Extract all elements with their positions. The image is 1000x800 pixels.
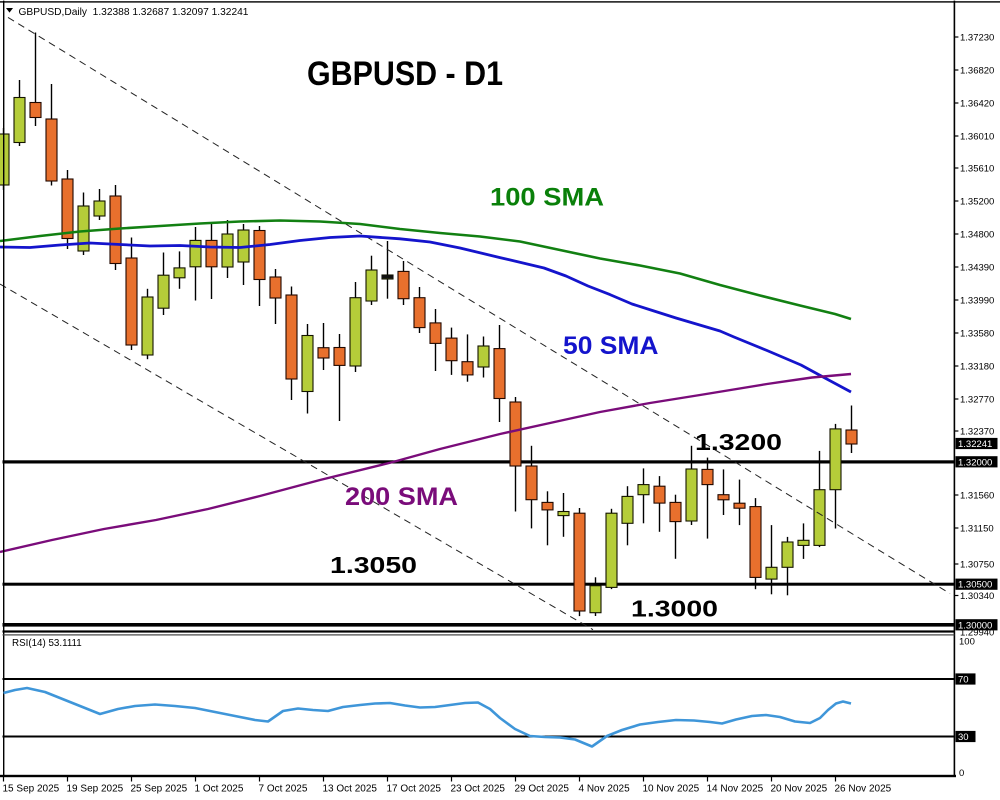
- svg-text:23 Oct 2025: 23 Oct 2025: [451, 784, 506, 795]
- svg-text:1.29940: 1.29940: [960, 628, 994, 639]
- svg-text:0: 0: [959, 768, 964, 779]
- svg-text:1.3200: 1.3200: [695, 429, 782, 455]
- svg-text:GBPUSD,Daily 1.32388 1.32687: GBPUSD,Daily 1.32388 1.32687 1.32097 1.3…: [19, 7, 249, 18]
- svg-text:100 SMA: 100 SMA: [490, 184, 604, 212]
- svg-text:26 Nov 2025: 26 Nov 2025: [835, 784, 892, 795]
- svg-text:1.31150: 1.31150: [960, 524, 994, 535]
- svg-text:10 Nov 2025: 10 Nov 2025: [643, 784, 700, 795]
- svg-text:1.32770: 1.32770: [960, 395, 994, 406]
- svg-text:29 Oct 2025: 29 Oct 2025: [515, 784, 570, 795]
- svg-text:1.3000: 1.3000: [631, 596, 718, 622]
- svg-text:1.30750: 1.30750: [960, 560, 994, 571]
- svg-text:25 Sep 2025: 25 Sep 2025: [131, 784, 188, 795]
- svg-text:1.30340: 1.30340: [960, 591, 994, 602]
- svg-text:100: 100: [959, 637, 975, 648]
- svg-text:1.31560: 1.31560: [960, 491, 994, 502]
- svg-text:1.33990: 1.33990: [960, 296, 994, 307]
- svg-text:1.36820: 1.36820: [960, 66, 994, 77]
- svg-text:15 Sep 2025: 15 Sep 2025: [3, 784, 60, 795]
- svg-text:14 Nov 2025: 14 Nov 2025: [707, 784, 764, 795]
- svg-text:19 Sep 2025: 19 Sep 2025: [67, 784, 124, 795]
- svg-text:1.33180: 1.33180: [960, 362, 994, 373]
- svg-text:20 Nov 2025: 20 Nov 2025: [771, 784, 828, 795]
- svg-text:1.36010: 1.36010: [960, 132, 994, 143]
- svg-text:50 SMA: 50 SMA: [563, 332, 659, 360]
- svg-text:1.3050: 1.3050: [330, 552, 417, 578]
- svg-text:1.34390: 1.34390: [960, 263, 994, 274]
- svg-text:1 Oct 2025: 1 Oct 2025: [195, 784, 244, 795]
- svg-text:1.33580: 1.33580: [960, 329, 994, 340]
- svg-text:1.36420: 1.36420: [960, 99, 994, 110]
- svg-text:1.34800: 1.34800: [960, 230, 994, 241]
- svg-text:7 Oct 2025: 7 Oct 2025: [259, 784, 308, 795]
- svg-text:4 Nov 2025: 4 Nov 2025: [579, 784, 631, 795]
- svg-text:RSI(14) 53.1111: RSI(14) 53.1111: [12, 638, 82, 649]
- svg-text:17 Oct 2025: 17 Oct 2025: [387, 784, 442, 795]
- svg-text:1.30500: 1.30500: [958, 580, 992, 591]
- svg-text:1.32000: 1.32000: [958, 457, 992, 468]
- svg-text:1.35200: 1.35200: [960, 197, 994, 208]
- svg-text:200 SMA: 200 SMA: [345, 483, 458, 511]
- svg-text:1.32241: 1.32241: [958, 439, 992, 450]
- svg-text:13 Oct 2025: 13 Oct 2025: [323, 784, 378, 795]
- svg-text:70: 70: [958, 675, 969, 686]
- svg-text:GBPUSD - D1: GBPUSD - D1: [307, 55, 503, 93]
- svg-text:1.37230: 1.37230: [960, 33, 994, 44]
- svg-text:1.35610: 1.35610: [960, 164, 994, 175]
- svg-text:1.30000: 1.30000: [958, 620, 992, 631]
- svg-text:30: 30: [958, 732, 969, 743]
- svg-text:1.32370: 1.32370: [960, 427, 994, 438]
